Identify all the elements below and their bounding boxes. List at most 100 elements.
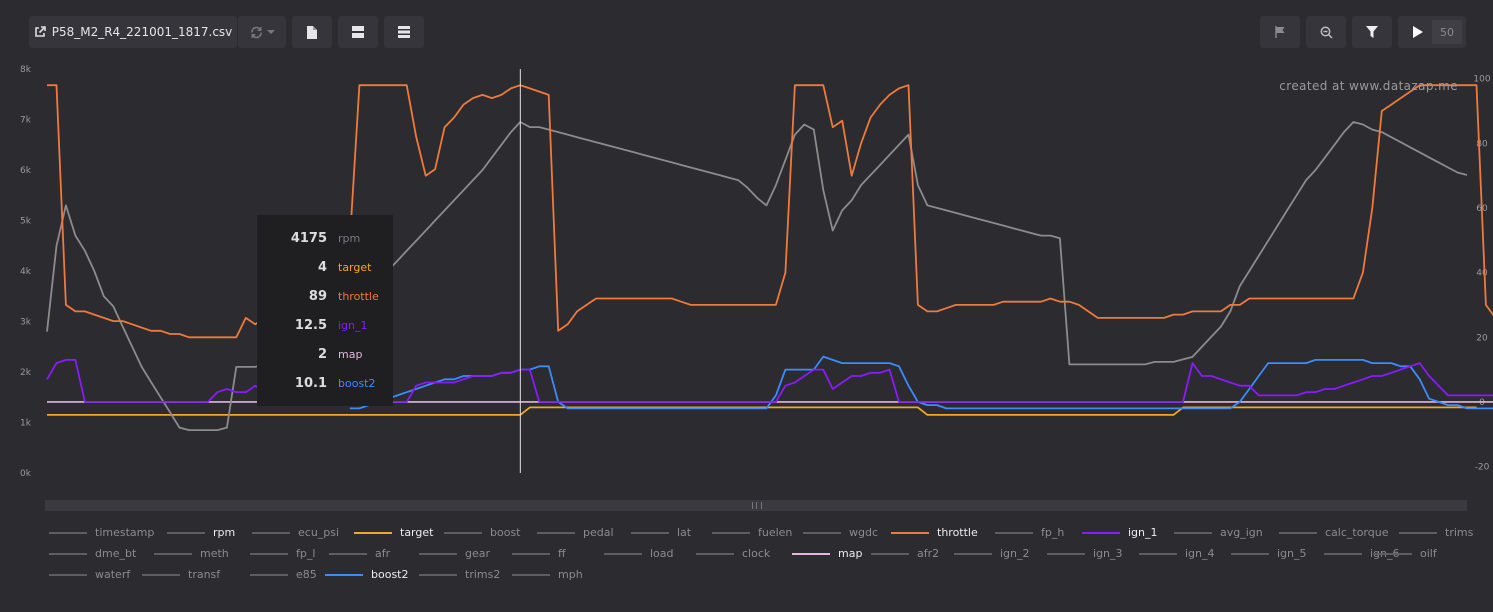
- speed-input[interactable]: 50: [1432, 20, 1462, 44]
- legend-item-fp-l[interactable]: fp_l: [250, 547, 315, 560]
- legend-item-boost2[interactable]: boost2: [325, 568, 409, 581]
- sync-dropdown[interactable]: [237, 16, 286, 48]
- legend-label: trims2: [465, 568, 501, 581]
- legend-label: boost2: [371, 568, 409, 581]
- legend-item-ign-2[interactable]: ign_2: [954, 547, 1030, 560]
- horizontal-scrollbar[interactable]: [45, 500, 1467, 511]
- legend-item-map[interactable]: map: [792, 547, 862, 560]
- legend-label: e85: [296, 568, 317, 581]
- legend-swatch: [1082, 531, 1120, 534]
- legend-swatch: [444, 531, 482, 534]
- legend-item-ign-3[interactable]: ign_3: [1047, 547, 1123, 560]
- legend-swatch: [512, 552, 550, 555]
- scroll-grip-icon[interactable]: [752, 502, 762, 509]
- legend-swatch: [1047, 552, 1085, 555]
- legend-label: ign_3: [1093, 547, 1123, 560]
- watermark: created at www.datazap.me: [1279, 79, 1458, 93]
- legend-item-timestamp[interactable]: timestamp: [49, 526, 154, 539]
- legend-swatch: [891, 531, 929, 534]
- legend-label: transf: [188, 568, 221, 581]
- filter-button[interactable]: [1352, 16, 1392, 48]
- legend-swatch: [325, 573, 363, 576]
- right-axis-tick: 100: [1473, 75, 1490, 85]
- toolbar: P58_M2_R4_221001_1817.csv: [29, 16, 424, 50]
- legend-label: clock: [742, 547, 771, 560]
- legend-label: fp_l: [296, 547, 316, 560]
- file-name: P58_M2_R4_221001_1817.csv: [51, 25, 233, 39]
- legend-item-calc-torque[interactable]: calc_torque: [1279, 526, 1389, 539]
- left-axis-tick: 8k: [20, 65, 32, 75]
- legend-swatch: [696, 552, 734, 555]
- legend-label: ign_1: [1128, 526, 1158, 539]
- legend-swatch: [250, 552, 288, 555]
- playback-group: 50: [1398, 16, 1466, 48]
- legend-item-ecu-psi[interactable]: ecu_psi: [252, 526, 339, 539]
- legend-swatch: [871, 552, 909, 555]
- tooltip-series-name: throttle: [338, 290, 379, 303]
- legend-item-boost[interactable]: boost: [444, 526, 521, 539]
- legend-item-trims2[interactable]: trims2: [419, 568, 500, 581]
- legend-item-rpm[interactable]: rpm: [167, 526, 235, 539]
- file-icon-button[interactable]: [292, 16, 332, 48]
- legend-item-e85[interactable]: e85: [250, 568, 317, 581]
- legend-swatch: [167, 531, 205, 534]
- file-icon: [307, 25, 317, 39]
- legend-item-ign-1[interactable]: ign_1: [1082, 526, 1158, 539]
- legend-label: ff: [558, 547, 566, 560]
- legend-item-afr2[interactable]: afr2: [871, 547, 939, 560]
- legend-swatch: [1139, 552, 1177, 555]
- legend-item-waterf[interactable]: waterf: [49, 568, 130, 581]
- legend-swatch: [142, 573, 180, 576]
- legend-item-transf[interactable]: transf: [142, 568, 220, 581]
- tooltip-row-rpm: 4175 rpm: [257, 231, 393, 251]
- file-button[interactable]: P58_M2_R4_221001_1817.csv: [29, 16, 237, 48]
- legend-item-mph[interactable]: mph: [512, 568, 583, 581]
- right-axis-tick: 20: [1476, 333, 1488, 343]
- legend-item-oilf[interactable]: oilf: [1374, 547, 1437, 560]
- tooltip-value: 4175: [290, 231, 327, 246]
- legend-label: fp_h: [1041, 526, 1065, 539]
- legend-label: throttle: [937, 526, 978, 539]
- legend-swatch: [537, 531, 575, 534]
- legend-item-meth[interactable]: meth: [154, 547, 229, 560]
- filter-icon: [1366, 26, 1378, 38]
- legend-item-fuelen[interactable]: fuelen: [712, 526, 792, 539]
- legend-item-afr[interactable]: afr: [329, 547, 390, 560]
- left-axis-tick: 2k: [20, 368, 32, 378]
- play-button[interactable]: [1398, 16, 1438, 48]
- layout-stack-button[interactable]: [384, 16, 424, 48]
- legend-item-lat[interactable]: lat: [631, 526, 691, 539]
- legend-item-load[interactable]: load: [604, 547, 674, 560]
- zoom-out-button[interactable]: [1306, 16, 1346, 48]
- tooltip-value: 2: [317, 347, 327, 362]
- legend-swatch: [154, 552, 192, 555]
- flag-button[interactable]: [1260, 16, 1300, 48]
- tooltip-row-boost2: 10.1 boost2: [257, 376, 393, 396]
- legend-label: load: [650, 547, 674, 560]
- sync-icon: [250, 26, 262, 38]
- tooltip-series-name: target: [338, 261, 372, 274]
- legend-item-ign-5[interactable]: ign_5: [1231, 547, 1307, 560]
- legend-swatch: [1324, 552, 1362, 555]
- legend-swatch: [954, 552, 992, 555]
- legend-item-trims[interactable]: trims: [1399, 526, 1473, 539]
- legend-item-throttle[interactable]: throttle: [891, 526, 978, 539]
- legend-label: ign_4: [1185, 547, 1215, 560]
- legend-label: map: [838, 547, 863, 560]
- legend-item-dme-bt[interactable]: dme_bt: [49, 547, 136, 560]
- legend-item-target[interactable]: target: [354, 526, 433, 539]
- legend-item-fp-h[interactable]: fp_h: [995, 526, 1064, 539]
- legend-item-gear[interactable]: gear: [419, 547, 490, 560]
- left-axis-tick: 6k: [20, 166, 32, 176]
- legend-item-ff[interactable]: ff: [512, 547, 566, 560]
- left-axis-tick: 3k: [20, 318, 32, 328]
- legend-item-pedal[interactable]: pedal: [537, 526, 614, 539]
- layout-split-button[interactable]: [338, 16, 378, 48]
- legend-item-ign-4[interactable]: ign_4: [1139, 547, 1215, 560]
- legend-item-avg-ign[interactable]: avg_ign: [1174, 526, 1263, 539]
- legend-swatch: [631, 531, 669, 534]
- legend-item-clock[interactable]: clock: [696, 547, 770, 560]
- legend-label: afr2: [917, 547, 940, 560]
- legend-item-wgdc[interactable]: wgdc: [803, 526, 878, 539]
